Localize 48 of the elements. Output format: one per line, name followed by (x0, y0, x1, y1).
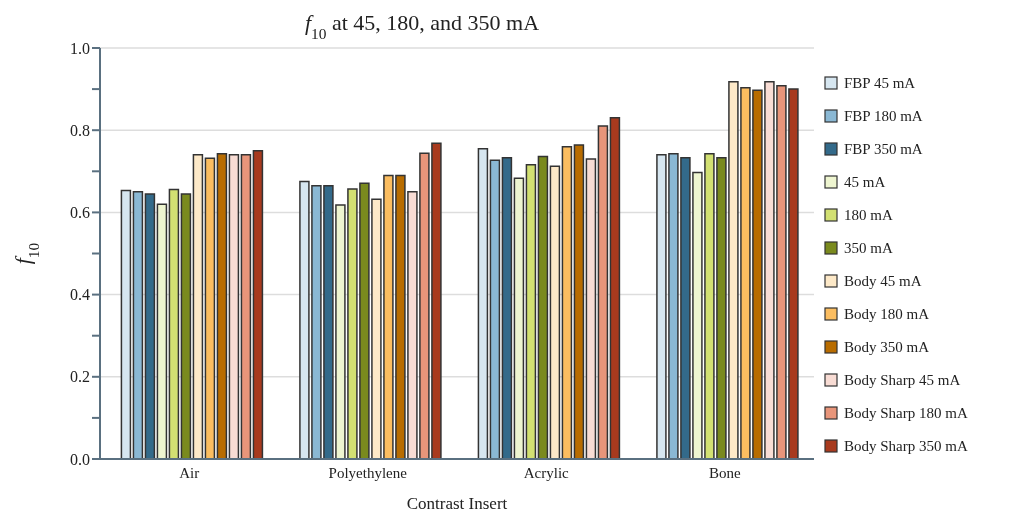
bar (144, 193, 156, 459)
x-tick-label: Acrylic (523, 464, 570, 481)
bar (525, 163, 537, 459)
bar (240, 154, 252, 459)
bar (585, 158, 597, 459)
x-axis-title: Contrast Insert (406, 494, 508, 513)
legend-label: FBP 180 mA (844, 107, 923, 126)
bar (252, 150, 264, 459)
y-tick-label: 1.0 (70, 39, 90, 57)
bar (609, 117, 621, 459)
legend-label: Body 180 mA (844, 305, 930, 324)
bar (489, 159, 501, 459)
bar (549, 165, 561, 459)
legend-label: Body Sharp 45 mA (844, 371, 961, 390)
x-tick-label: Bone (708, 464, 741, 481)
y-tick-label: 0.2 (70, 368, 90, 386)
bar (513, 177, 525, 459)
y-tick-label: 0.4 (70, 286, 90, 304)
legend-label: Body 350 mA (844, 338, 930, 357)
bar (132, 191, 144, 459)
bar (168, 188, 180, 459)
legend-label: 350 mA (844, 239, 893, 258)
bar (192, 154, 204, 459)
legend-label: 45 mA (844, 173, 886, 192)
y-tick-label: 0.0 (70, 450, 90, 468)
y-tick-label: 0.6 (70, 204, 90, 222)
bar (597, 125, 609, 459)
bar (180, 193, 192, 459)
legend-label: FBP 350 mA (844, 140, 923, 159)
bar (561, 145, 573, 459)
bar (477, 147, 489, 459)
x-tick-label: Air (179, 464, 200, 481)
y-tick-label: 0.8 (70, 121, 90, 139)
legend-label: Body Sharp 180 mA (844, 404, 968, 423)
chart-title: f$_{10}$ at 45, 180, and 350 mA (304, 10, 540, 42)
bar (204, 157, 216, 459)
bar (120, 189, 132, 459)
legend-label: Body Sharp 350 mA (844, 437, 968, 456)
bar (537, 155, 549, 459)
bar (501, 156, 513, 459)
legend-label: Body 45 mA (844, 272, 922, 291)
bar (216, 152, 228, 459)
legend-label: 180 mA (844, 206, 893, 225)
bar (228, 154, 240, 459)
legend-label: FBP 45 mA (844, 74, 916, 93)
bar (573, 144, 585, 459)
x-tick-label: Polyethylene (328, 464, 408, 481)
bar (156, 203, 168, 459)
